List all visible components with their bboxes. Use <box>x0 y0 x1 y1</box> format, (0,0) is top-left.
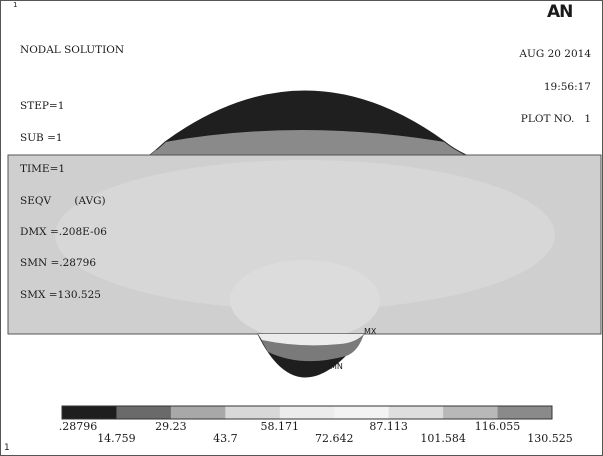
plot-date: AUG 20 2014 <box>519 48 591 60</box>
legend-label-top: 29.23 <box>155 420 187 433</box>
legend-swatch <box>170 406 226 419</box>
legend-swatch <box>116 406 172 419</box>
legend-label-top: .28796 <box>58 420 98 433</box>
plate-light-zone <box>55 160 555 310</box>
legend-label-bottom: 14.759 <box>97 432 136 445</box>
info-smn: SMN =.28796 <box>20 257 97 270</box>
top-window-number: 1 <box>13 1 18 9</box>
legend-swatch <box>334 406 390 419</box>
plot-number: PLOT NO. 1 <box>520 113 591 125</box>
legend-label-top: 58.171 <box>260 420 300 433</box>
weld-root-light <box>258 334 364 346</box>
info-smx: SMX =130.525 <box>20 288 101 301</box>
window-number: 1 <box>4 443 10 453</box>
legend-swatch <box>388 406 444 419</box>
weld-cap-dark-band <box>165 91 445 142</box>
plot-time: 19:56:17 <box>543 80 591 93</box>
info-dmx: DMX =.208E-06 <box>20 225 107 238</box>
legend-label-top: 87.113 <box>369 420 408 433</box>
info-time: TIME=1 <box>20 163 66 176</box>
legend-bar <box>61 405 553 420</box>
legend-label-bottom: 43.7 <box>213 432 238 445</box>
legend-label-bottom: 130.525 <box>527 432 573 445</box>
info-step: STEP=1 <box>20 100 65 113</box>
min-marker: MN <box>330 362 343 371</box>
weld-cap-mid-band <box>150 132 460 155</box>
info-sub: SUB =1 <box>20 131 63 144</box>
legend-border <box>61 405 553 420</box>
legend-swatch <box>497 406 553 419</box>
date-block: AUG 20 2014 19:56:17 PLOT NO. 1 <box>519 28 591 136</box>
solution-info: NODAL SOLUTION STEP=1 SUB =1 TIME=1 SEQV… <box>20 24 124 311</box>
max-marker: MX <box>364 327 377 336</box>
legend-label-top: 116.055 <box>474 420 521 433</box>
ansys-logo: AN <box>547 2 573 22</box>
info-seqv: SEQV (AVG) <box>20 194 106 207</box>
legend-label-bottom: 101.584 <box>420 432 466 445</box>
legend-swatch <box>62 406 117 419</box>
legend-label-bottom: 72.642 <box>314 432 354 445</box>
legend-swatch <box>443 406 499 419</box>
legend-swatch <box>279 406 335 419</box>
plate-lighter-zone <box>230 260 380 340</box>
legend-swatch <box>225 406 281 419</box>
info-title: NODAL SOLUTION <box>20 44 125 56</box>
